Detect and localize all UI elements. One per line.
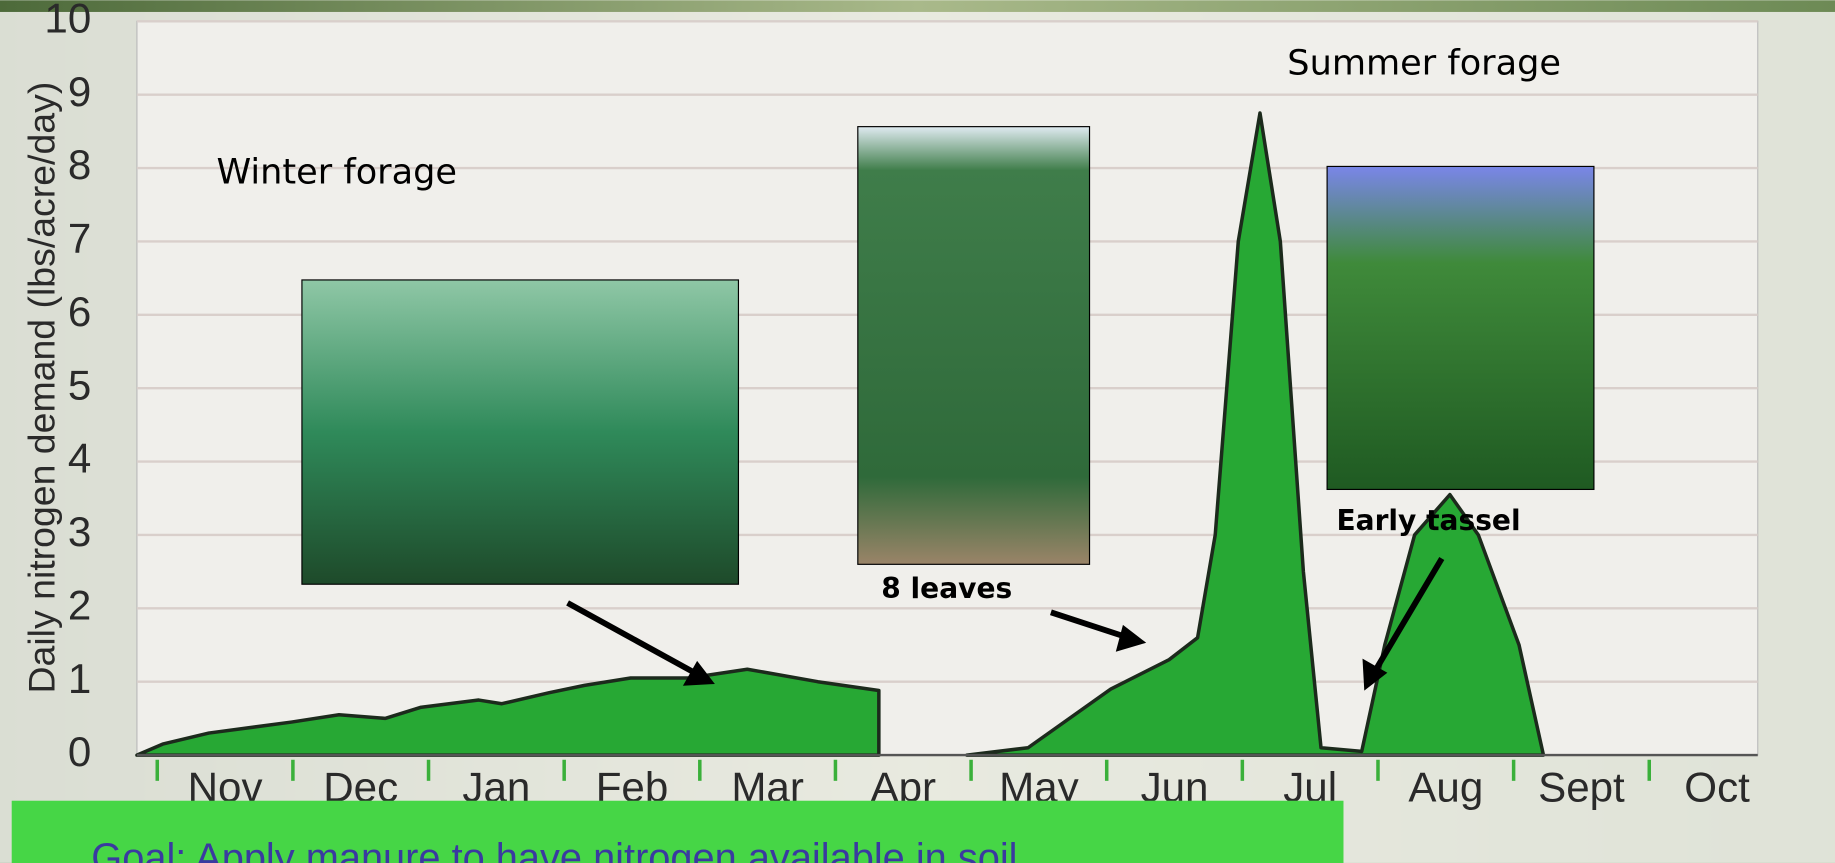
photo-8-leaves	[858, 127, 1090, 565]
slide: 012345678910NovDecJanFebMarAprMayJunJulA…	[0, 0, 1835, 863]
page: {"chart_data": {"type": "area", "y_label…	[0, 0, 1835, 863]
photo-tassel	[1327, 166, 1594, 489]
annotation: Early tassel	[1336, 504, 1520, 537]
y-tick-label: 3	[68, 508, 91, 555]
annotation: Summer forage	[1287, 43, 1561, 84]
y-tick-label: 9	[68, 68, 91, 115]
y-tick-label: 8	[68, 141, 91, 188]
y-tick-label: 4	[68, 435, 91, 482]
photo-winter	[302, 280, 739, 584]
y-tick-label: 7	[68, 215, 91, 262]
y-tick-label: 1	[68, 655, 91, 702]
y-tick-label: 10	[44, 0, 91, 41]
y-tick-label: 5	[68, 361, 91, 408]
annotation: Winter forage	[217, 151, 457, 192]
footer-text: Goal: Apply manure to have nitrogen avai…	[91, 836, 1017, 863]
x-tick-label: Sept	[1538, 763, 1625, 810]
y-tick-label: 6	[68, 288, 91, 335]
y-tick-label: 0	[68, 728, 91, 775]
y-axis-label: Daily nitrogen demand (lbs/acre/day)	[20, 82, 62, 694]
x-tick-label: Oct	[1684, 763, 1750, 810]
y-tick-label: 2	[68, 581, 91, 628]
annotation: 8 leaves	[881, 572, 1012, 605]
x-tick-label: Aug	[1408, 763, 1483, 810]
